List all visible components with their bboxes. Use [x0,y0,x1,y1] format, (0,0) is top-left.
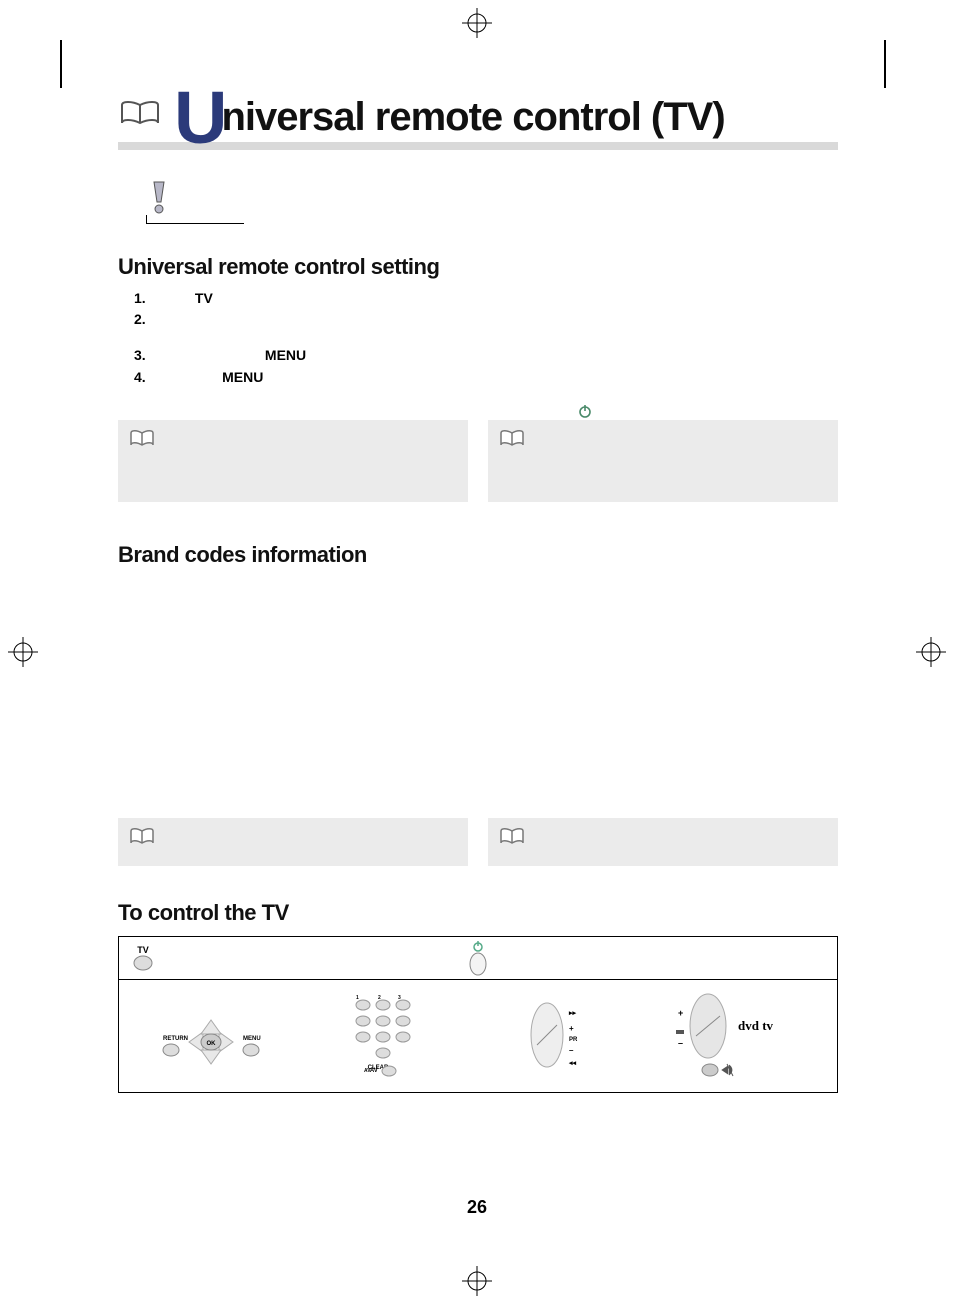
registration-mark-bottom [462,1266,492,1296]
note-box [488,818,838,866]
svg-text:–: – [678,1038,683,1048]
pr-rocker-cell: ▸▸ + PR – ◂◂ [469,995,641,1075]
return-label: RETURN [163,1036,188,1042]
power-icon [472,940,484,952]
step-num: 2. [134,309,156,331]
step-text: TV [156,288,213,310]
step-num: 1. [134,288,156,310]
registration-mark-left [8,637,38,667]
note-row-1 [118,420,838,502]
note-box [118,420,468,502]
book-icon [118,97,164,136]
note-row-2 [118,818,838,866]
step-text: MENU [156,345,306,367]
vol-rocker-cell: + – dvd tv [642,990,831,1080]
section-heading-control: To control the TV [118,900,838,926]
page-number: 26 [467,1197,487,1218]
step-num: 4. [134,367,156,389]
page-title-row: U niversal remote control (TV) [118,90,838,150]
book-icon [498,428,528,455]
book-icon [128,826,158,853]
menu-label: MENU [243,1036,261,1042]
step-text: MENU [156,367,263,389]
av-label: AV [370,1068,378,1074]
book-icon [128,428,158,455]
tv-button-icon [133,955,153,971]
exclamation-icon [146,180,172,214]
crop-mark [60,40,62,88]
steps-list: 1. TV 2. 3. MENU 4. MENU [134,288,838,389]
power-icon [578,404,592,423]
remote-diagram: TV RETURN MENU [118,936,838,1093]
svg-text:–: – [569,1046,574,1055]
numpad-cell: 123 CLEAR AV AV [297,993,469,1077]
attention-icon-block [146,180,838,224]
section-heading-brand: Brand codes information [118,542,838,568]
tv-label: TV [137,945,149,955]
nav-pad-cell: RETURN MENU OK [125,998,297,1072]
power-button-icon [468,952,488,976]
book-icon [498,826,528,853]
registration-mark-right [916,637,946,667]
svg-text:3: 3 [398,995,401,1001]
svg-text:▸▸: ▸▸ [568,1010,577,1017]
section-heading-setting: Universal remote control setting [118,254,838,280]
note-box [118,818,468,866]
svg-text:1: 1 [356,995,359,1001]
step-num: 3. [134,345,156,367]
crop-mark [884,40,886,88]
svg-text:+: + [678,1008,683,1018]
svg-text:◂◂: ◂◂ [568,1060,577,1067]
svg-text:2: 2 [378,995,381,1001]
title-rest: niversal remote control (TV) [221,95,724,140]
svg-text:OK: OK [207,1041,217,1047]
svg-text:dvd tv: dvd tv [738,1018,774,1033]
title-cap: U [174,90,225,146]
svg-text:PR: PR [569,1037,578,1043]
note-box [488,420,838,502]
svg-text:+: + [569,1024,574,1033]
registration-mark-top [462,8,492,38]
